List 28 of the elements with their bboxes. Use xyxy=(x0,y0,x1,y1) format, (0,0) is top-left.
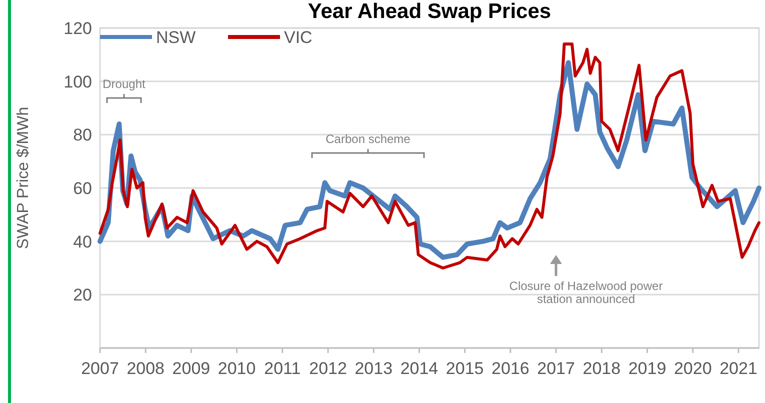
y-tick-label: 120 xyxy=(64,18,92,38)
x-tick-label: 2007 xyxy=(81,359,119,378)
y-tick-label: 80 xyxy=(73,126,92,145)
y-tick-label: 40 xyxy=(73,232,92,252)
x-tick-label: 2020 xyxy=(674,359,712,378)
x-tick-label: 2018 xyxy=(582,359,621,378)
legend-label: NSW xyxy=(156,28,196,47)
x-tick-label: 2009 xyxy=(172,359,210,378)
x-tick-label: 2014 xyxy=(400,359,438,378)
x-tick-label: 2012 xyxy=(309,359,347,378)
chart-title: Year Ahead Swap Prices xyxy=(308,0,552,23)
x-tick-label: 2013 xyxy=(354,359,393,378)
x-tick-label: 2021 xyxy=(720,359,758,378)
y-tick-label: 20 xyxy=(73,286,92,305)
y-tick-label: 100 xyxy=(64,72,92,92)
x-tick-label: 2010 xyxy=(218,359,256,378)
x-tick-label: 2019 xyxy=(628,359,666,378)
x-tick-label: 2008 xyxy=(126,359,165,378)
annotation: Closure of Hazelwood power station announced xyxy=(509,279,663,306)
y-axis-title: SWAP Price $/MWh xyxy=(15,106,32,250)
annotation: Drought xyxy=(102,77,146,91)
x-tick-label: 2017 xyxy=(537,359,575,378)
x-tick-label: 2016 xyxy=(492,359,530,378)
annotation: Carbon scheme xyxy=(326,132,411,146)
x-tick-label: 2015 xyxy=(446,359,484,378)
y-tick-label: 60 xyxy=(73,178,92,198)
legend-label: VIC xyxy=(284,28,312,47)
x-tick-label: 2011 xyxy=(264,359,301,378)
